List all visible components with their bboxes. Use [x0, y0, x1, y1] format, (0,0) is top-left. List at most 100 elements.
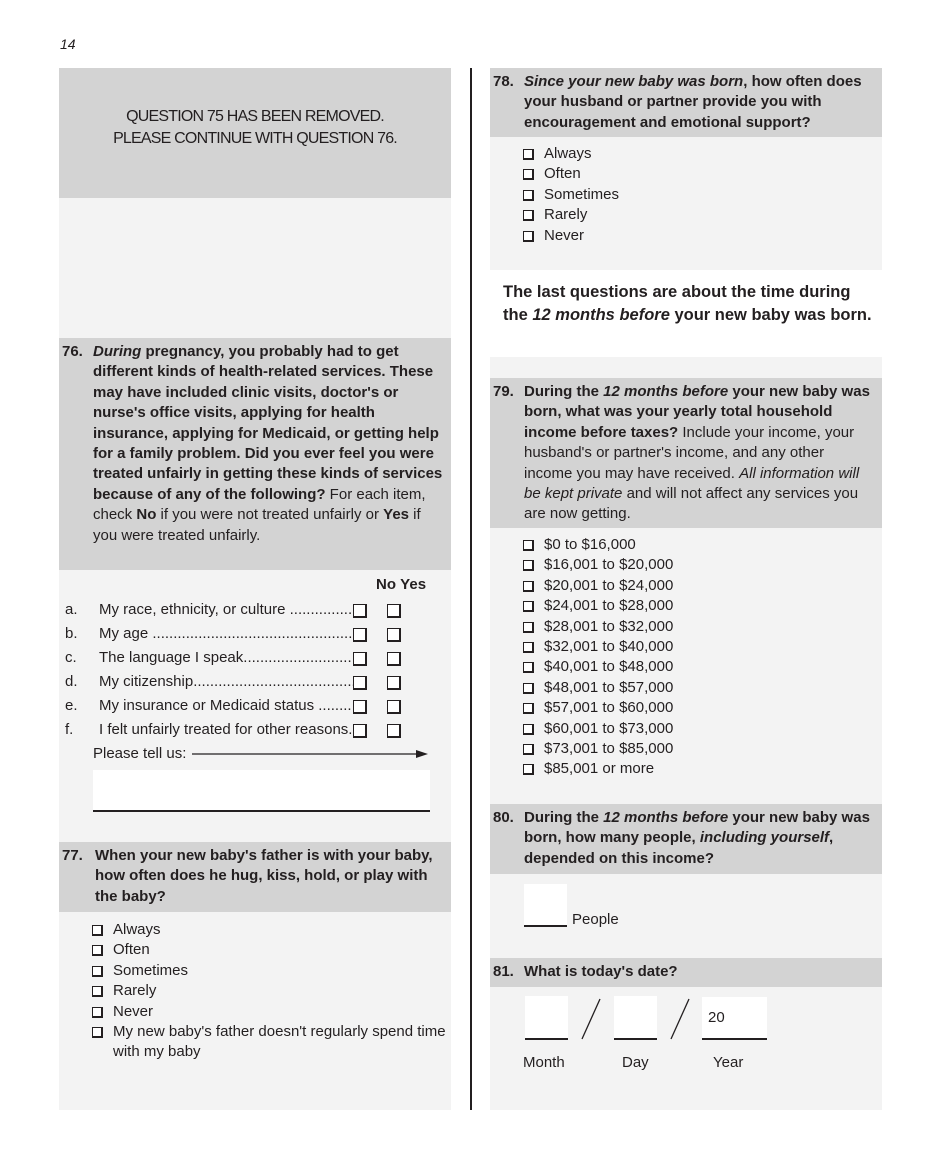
- item-letter: d.: [65, 673, 78, 690]
- option-item[interactable]: $20,001 to $24,000: [523, 576, 673, 596]
- option-item[interactable]: $0 to $16,000: [523, 535, 673, 555]
- text-segment: your new baby was born, how many people,: [524, 809, 870, 847]
- option-item[interactable]: Never: [523, 226, 619, 246]
- option-label: Sometimes: [544, 185, 620, 203]
- checkbox[interactable]: [523, 560, 534, 572]
- yes-checkbox[interactable]: [387, 676, 401, 690]
- text-segment: During the: [524, 809, 604, 826]
- checkbox[interactable]: [523, 149, 534, 160]
- checkbox[interactable]: [92, 925, 103, 936]
- checkbox[interactable]: [523, 703, 534, 715]
- checkbox[interactable]: [523, 621, 534, 633]
- q76-item-row: c. The language I speak..................…: [65, 646, 451, 670]
- option-item[interactable]: Often: [523, 164, 619, 184]
- checkbox[interactable]: [92, 945, 103, 957]
- option-item[interactable]: $57,001 to $60,000: [523, 698, 673, 718]
- checkbox[interactable]: [523, 189, 534, 201]
- text-segment: 12 months before: [532, 305, 670, 324]
- checkbox[interactable]: [92, 1027, 103, 1039]
- checkbox[interactable]: [523, 210, 534, 222]
- checkbox[interactable]: [92, 1006, 103, 1018]
- option-label: $85,001 or more: [544, 760, 655, 778]
- checkbox[interactable]: [523, 540, 534, 551]
- option-label: Always: [113, 921, 161, 938]
- q76-item-row: b. My age ...............................…: [65, 622, 451, 646]
- checkbox[interactable]: [523, 764, 534, 776]
- text-segment: During the: [524, 383, 604, 400]
- option-label: $28,001 to $32,000: [544, 617, 674, 635]
- text-segment: 12 months before: [603, 383, 729, 400]
- checkbox[interactable]: [523, 601, 534, 613]
- option-item[interactable]: $28,001 to $32,000: [523, 617, 673, 637]
- page-number: 14: [60, 36, 76, 52]
- q81-text: What is today's date?: [524, 963, 678, 980]
- text-segment: , how often does your husband or partner…: [524, 73, 862, 131]
- yes-checkbox[interactable]: [387, 604, 401, 618]
- slash-separator: [581, 998, 601, 1040]
- text-segment: During: [93, 343, 142, 360]
- option-label: Sometimes: [113, 961, 189, 979]
- option-item[interactable]: $16,001 to $20,000: [523, 555, 673, 575]
- option-label: $16,001 to $20,000: [544, 556, 674, 574]
- no-checkbox[interactable]: [353, 628, 367, 642]
- option-item[interactable]: $32,001 to $40,000: [523, 637, 673, 657]
- checkbox[interactable]: [523, 682, 534, 694]
- no-checkbox[interactable]: [353, 604, 367, 618]
- yes-checkbox[interactable]: [387, 700, 401, 714]
- option-item[interactable]: Rarely: [92, 981, 447, 1001]
- option-item[interactable]: Always: [92, 920, 447, 940]
- option-item[interactable]: $48,001 to $57,000: [523, 678, 673, 698]
- option-label: My new baby's father doesn't regularly s…: [113, 1023, 446, 1061]
- no-checkbox[interactable]: [353, 676, 367, 690]
- option-item[interactable]: $24,001 to $28,000: [523, 596, 673, 616]
- month-input[interactable]: [525, 996, 568, 1040]
- option-label: $0 to $16,000: [544, 536, 636, 553]
- option-label: Often: [544, 165, 581, 183]
- checkbox[interactable]: [523, 662, 534, 674]
- option-item[interactable]: Always: [523, 144, 619, 164]
- year-input[interactable]: 20: [702, 997, 767, 1040]
- option-item[interactable]: $85,001 or more: [523, 759, 673, 779]
- text-segment: pregnancy, you probably had to get diffe…: [93, 343, 443, 503]
- q76-item-row: d. My citizenship........................…: [65, 670, 451, 694]
- option-item[interactable]: Rarely: [523, 205, 619, 225]
- checkbox[interactable]: [523, 169, 534, 181]
- option-item[interactable]: $73,001 to $85,000: [523, 739, 673, 759]
- checkbox[interactable]: [523, 580, 534, 592]
- q76-item-row: e. My insurance or Medicaid status ......…: [65, 694, 451, 718]
- slash-separator: [670, 998, 690, 1040]
- day-input[interactable]: [614, 996, 657, 1040]
- option-item[interactable]: Sometimes: [523, 185, 619, 205]
- q76-header: 76. During pregnancy, you probably had to…: [59, 338, 451, 570]
- text-segment: 12 months before: [603, 809, 729, 826]
- option-item[interactable]: Often: [92, 940, 447, 960]
- people-count-input[interactable]: [524, 884, 567, 927]
- option-label: $20,001 to $24,000: [544, 576, 674, 594]
- no-checkbox[interactable]: [353, 724, 367, 738]
- option-item[interactable]: Sometimes: [92, 961, 447, 981]
- q80-number: 80.: [493, 809, 514, 826]
- option-item[interactable]: My new baby's father doesn't regularly s…: [92, 1022, 447, 1063]
- item-letter: a.: [65, 601, 78, 618]
- tell-us-input[interactable]: [93, 770, 430, 812]
- checkbox[interactable]: [92, 986, 103, 998]
- option-item[interactable]: $60,001 to $73,000: [523, 719, 673, 739]
- yes-checkbox[interactable]: [387, 652, 401, 666]
- yes-checkbox[interactable]: [387, 724, 401, 738]
- q80-text: During the 12 months before your new bab…: [524, 809, 870, 867]
- q76-item-row: a. My race, ethnicity, or culture .......…: [65, 598, 451, 622]
- checkbox[interactable]: [523, 642, 534, 654]
- q80-header: 80. During the 12 months before your new …: [490, 804, 882, 874]
- text-segment: including yourself: [699, 829, 830, 847]
- q78-options-bg: [490, 137, 882, 270]
- q76-text: During pregnancy, you probably had to ge…: [93, 343, 442, 544]
- no-checkbox[interactable]: [353, 700, 367, 714]
- option-item[interactable]: $40,001 to $48,000: [523, 657, 673, 677]
- checkbox[interactable]: [523, 723, 534, 735]
- checkbox[interactable]: [92, 965, 103, 977]
- no-checkbox[interactable]: [353, 652, 367, 666]
- checkbox[interactable]: [523, 230, 534, 242]
- checkbox[interactable]: [523, 744, 534, 756]
- yes-checkbox[interactable]: [387, 628, 401, 642]
- option-item[interactable]: Never: [92, 1002, 447, 1022]
